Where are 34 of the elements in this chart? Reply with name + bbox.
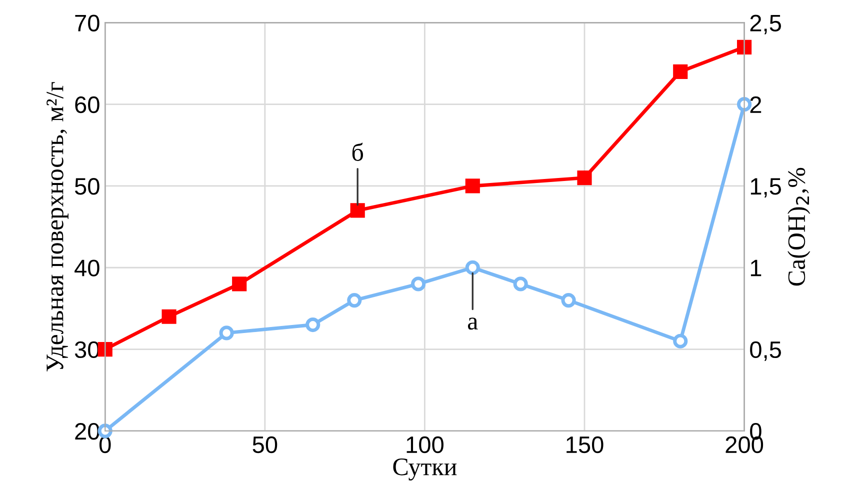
point	[673, 334, 688, 348]
point	[232, 276, 247, 292]
y2-tick-label: 1,5	[750, 178, 781, 198]
y2-tick-label: 1	[750, 260, 762, 276]
point	[513, 276, 528, 292]
y-tick-label: 50	[74, 178, 100, 195]
y2-axis-title: Ca(OH)$_{2}$,%	[788, 168, 810, 286]
point	[465, 178, 480, 194]
point	[219, 326, 234, 340]
y-tick-label: 70	[75, 14, 100, 32]
y2-tick-label: 2,5	[750, 14, 781, 34]
point	[350, 203, 365, 218]
y-tick-label: 40	[74, 260, 100, 276]
point	[577, 170, 592, 186]
y-tick-label: 60	[75, 96, 100, 114]
point	[736, 40, 752, 54]
y2-tick-label: 0,5	[750, 341, 781, 361]
annotation: а	[468, 318, 478, 330]
point	[673, 64, 688, 79]
x-tick-label: 100	[406, 436, 444, 454]
x-tick-label: 50	[252, 436, 278, 454]
x-tick-label: 150	[566, 436, 604, 454]
point	[347, 292, 362, 308]
y2-tick-label: 2	[750, 96, 762, 113]
point	[411, 276, 426, 292]
y-axis-title: Удельная поверхность, м²/г	[46, 82, 68, 372]
point	[561, 292, 576, 308]
point	[306, 317, 320, 332]
point	[465, 260, 480, 275]
point	[98, 342, 112, 357]
y-tick-label: 20	[75, 422, 100, 440]
point	[162, 309, 176, 324]
x-axis-title: Сутки	[393, 458, 457, 480]
annotation: б	[352, 142, 364, 161]
